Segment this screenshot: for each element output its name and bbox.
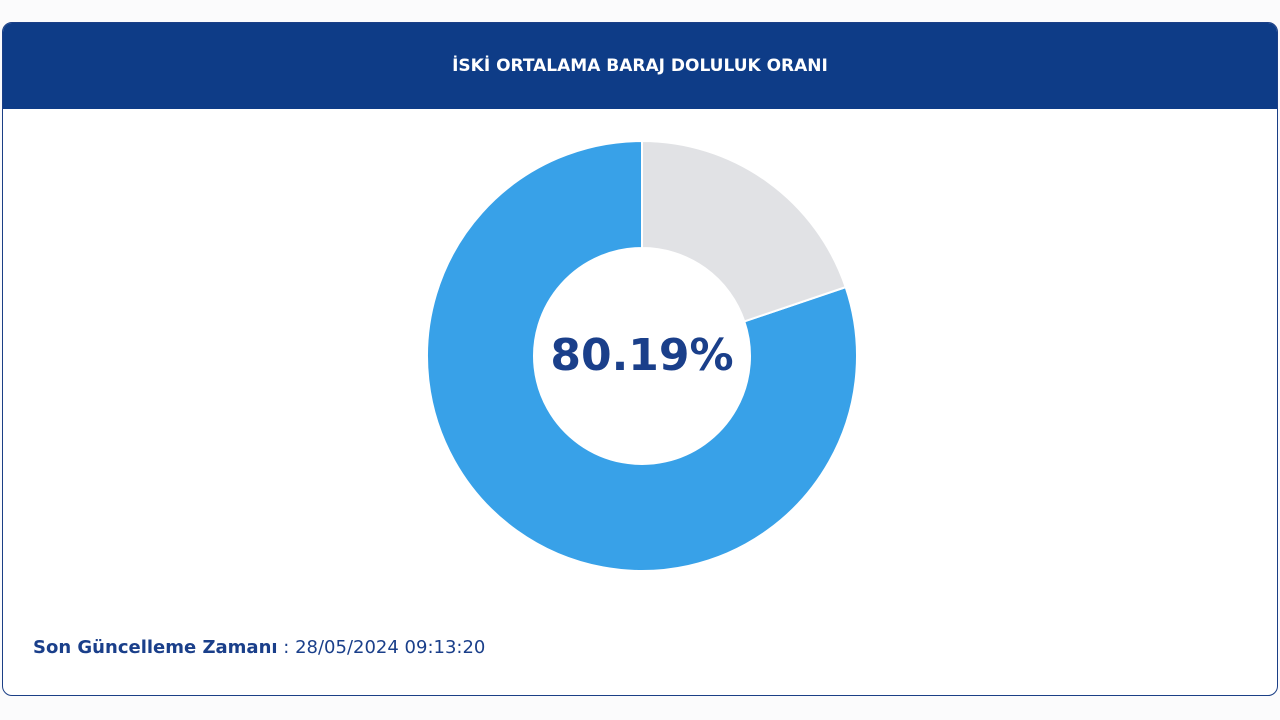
update-info: Son Güncelleme Zamanı : 28/05/2024 09:13…: [33, 637, 485, 658]
donut-segment: [426, 139, 858, 572]
card-header: İSKİ ORTALAMA BARAJ DOLULUK ORANI: [3, 23, 1277, 109]
card: İSKİ ORTALAMA BARAJ DOLULUK ORANI 80.19%…: [2, 22, 1278, 696]
center-value-label: 80.19%: [550, 330, 733, 381]
chart: 80.19%: [426, 139, 858, 572]
donut-segment: [641, 139, 847, 323]
update-time: : 28/05/2024 09:13:20: [277, 637, 486, 658]
update-label: Son Güncelleme Zamanı: [33, 637, 278, 658]
chart-title: İSKİ ORTALAMA BARAJ DOLULUK ORANI: [452, 56, 828, 76]
